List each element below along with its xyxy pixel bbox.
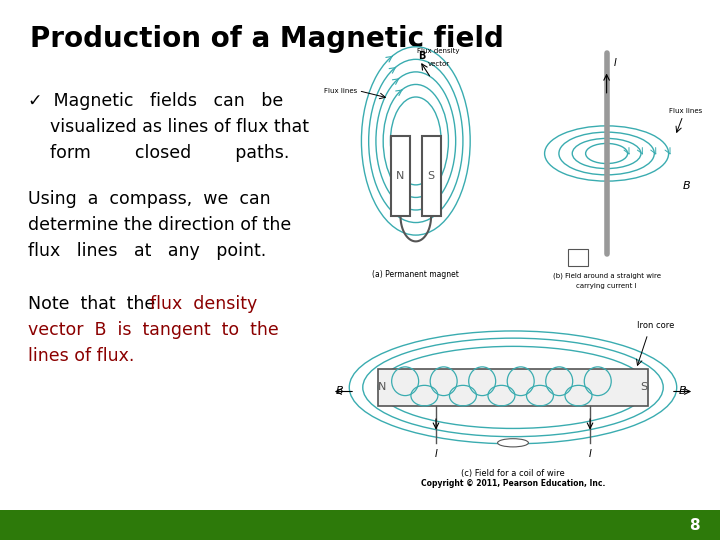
Text: determine the direction of the: determine the direction of the [28, 216, 292, 234]
Bar [0, 510, 720, 540]
Text: 8: 8 [689, 517, 700, 532]
Text: vector: vector [428, 60, 450, 66]
Text: (a) Permanent magnet: (a) Permanent magnet [372, 270, 459, 279]
Text: I: I [589, 449, 591, 459]
Text: Note  that  the: Note that the [28, 295, 166, 313]
Text: B: B [683, 181, 690, 191]
Text: flux   lines   at   any   point.: flux lines at any point. [28, 242, 266, 260]
Bar [421, 136, 441, 216]
Bar [391, 136, 410, 216]
Text: Flux density: Flux density [418, 48, 460, 54]
Text: S: S [428, 171, 435, 181]
Ellipse shape [498, 438, 528, 447]
Bar [378, 369, 648, 406]
Text: Copyright © 2011, Pearson Education, Inc.: Copyright © 2011, Pearson Education, Inc… [420, 479, 606, 488]
Text: visualized as lines of flux that: visualized as lines of flux that [28, 118, 309, 136]
Text: form        closed        paths.: form closed paths. [28, 144, 289, 162]
Text: ✓  Magnetic   fields   can   be: ✓ Magnetic fields can be [28, 92, 283, 110]
Text: carrying current I: carrying current I [576, 283, 637, 289]
Text: Iron core: Iron core [637, 321, 675, 330]
Text: vector  B  is  tangent  to  the: vector B is tangent to the [28, 321, 279, 339]
Text: (b) Field around a straight wire: (b) Field around a straight wire [553, 273, 661, 279]
Text: N: N [378, 382, 386, 393]
Text: Using  a  compass,  we  can: Using a compass, we can [28, 190, 271, 208]
Text: B: B [336, 387, 343, 396]
Text: S: S [640, 382, 647, 393]
Bar [569, 249, 588, 267]
Text: Production of a Magnetic field: Production of a Magnetic field [30, 25, 504, 53]
Text: I: I [435, 449, 437, 459]
Text: flux  density: flux density [150, 295, 258, 313]
Text: Flux lines: Flux lines [324, 87, 357, 94]
Text: B: B [418, 51, 425, 60]
Text: lines of flux.: lines of flux. [28, 347, 135, 365]
Text: B: B [679, 387, 686, 396]
Text: Flux lines: Flux lines [669, 108, 702, 114]
Text: I: I [614, 58, 617, 68]
Text: (c) Field for a coil of wire: (c) Field for a coil of wire [461, 469, 565, 478]
Text: N: N [396, 171, 405, 181]
